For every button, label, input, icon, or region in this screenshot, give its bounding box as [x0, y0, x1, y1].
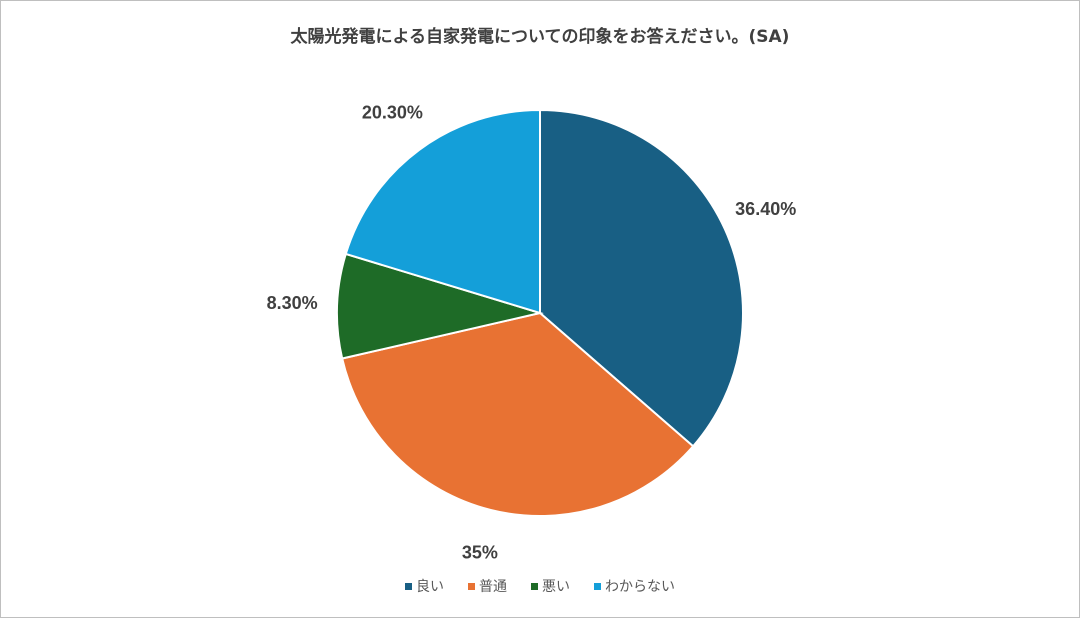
legend-label: わからない: [605, 579, 675, 595]
legend-swatch: [594, 583, 601, 590]
legend-swatch: [468, 583, 475, 590]
pie-slice: [340, 311, 695, 517]
value-label: 36.40%: [735, 199, 796, 219]
chart-title: 太陽光発電による自家発電についての印象をお答えださい。(SA): [291, 26, 790, 47]
legend-swatch: [405, 583, 412, 590]
pie-slice: [336, 252, 544, 360]
pie-slice: [344, 108, 541, 315]
value-label: 35%: [462, 542, 498, 562]
legend-swatch: [531, 583, 538, 590]
pie-slice: [539, 108, 744, 448]
value-label: 20.30%: [362, 102, 423, 122]
legend-label: 悪い: [542, 579, 570, 595]
value-label: 8.30%: [267, 293, 318, 313]
legend-label: 良い: [416, 579, 444, 595]
legend-label: 普通: [479, 579, 507, 595]
